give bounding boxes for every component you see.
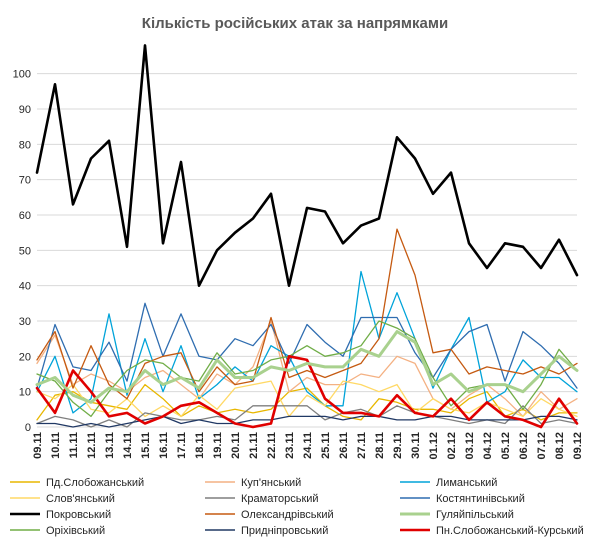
y-axis: 0 10 20 30 40 50 60 70 80 90 100 <box>13 69 31 434</box>
x-tick-label: 08.12 <box>554 432 566 460</box>
x-tick-label: 21.11 <box>248 432 260 459</box>
y-tick-label: 0 <box>25 422 31 434</box>
legend-label: Покровський <box>46 509 111 521</box>
x-tick-label: 28.11 <box>374 432 386 459</box>
x-tick-label: 01.12 <box>428 432 440 460</box>
x-tick-label: 04.12 <box>482 432 494 460</box>
x-tick-label: 06.12 <box>518 432 530 460</box>
legend-label: Куп'янський <box>241 477 301 489</box>
legend-label: Лиманський <box>436 477 497 489</box>
y-tick-label: 30 <box>19 316 31 328</box>
series-line-5 <box>36 302 578 389</box>
series-line-6 <box>35 44 579 288</box>
x-tick-label: 09.11 <box>32 432 44 459</box>
y-tick-label: 60 <box>19 210 31 222</box>
legend-label: Слов'янський <box>46 493 115 505</box>
y-tick-label: 90 <box>19 104 31 116</box>
x-tick-label: 13.11 <box>104 432 116 459</box>
x-tick-label: 11.11 <box>68 432 80 458</box>
x-tick-label: 16.11 <box>158 432 170 459</box>
legend-label: Краматорський <box>241 493 319 505</box>
y-tick-label: 40 <box>19 281 31 293</box>
x-tick-label: 17.11 <box>176 432 188 459</box>
legend-label: Костянтинівський <box>436 493 525 505</box>
plot-area <box>35 44 579 429</box>
x-tick-label: 12.11 <box>86 432 98 459</box>
x-axis: 09.11 10.11 11.11 12.11 13.11 14.11 15.11 16.11… <box>32 432 584 460</box>
x-tick-label: 09.12 <box>572 432 584 460</box>
x-tick-label: 30.11 <box>410 432 422 459</box>
legend-label: Оріхівський <box>46 525 105 537</box>
series-line-10 <box>36 415 578 428</box>
legend: Пд.Слобожанський Куп'янський Лиманський Сло… <box>10 477 584 537</box>
y-tick-label: 10 <box>19 387 31 399</box>
x-tick-label: 27.11 <box>356 432 368 459</box>
x-tick-label: 25.11 <box>320 432 332 459</box>
legend-label: Олександрівський <box>241 509 334 521</box>
series-line-8 <box>35 330 579 404</box>
x-tick-label: 29.11 <box>392 432 404 459</box>
legend-label: Придніпровський <box>241 525 328 537</box>
x-tick-label: 19.11 <box>212 432 224 459</box>
x-tick-label: 02.12 <box>446 432 458 460</box>
series-line-7 <box>36 228 578 400</box>
legend-label: Пд.Слобожанський <box>46 477 144 489</box>
x-tick-label: 23.11 <box>284 432 296 459</box>
legend-label: Гуляйпільський <box>436 509 514 521</box>
x-tick-label: 20.11 <box>230 432 242 459</box>
x-tick-label: 15.11 <box>140 432 152 459</box>
y-tick-label: 70 <box>19 175 31 187</box>
x-tick-label: 03.12 <box>464 432 476 460</box>
x-tick-label: 07.12 <box>536 432 548 460</box>
gridlines <box>37 73 577 428</box>
y-tick-label: 20 <box>19 351 31 363</box>
x-tick-label: 26.11 <box>338 432 350 459</box>
y-tick-label: 50 <box>19 245 31 257</box>
x-tick-label: 18.11 <box>194 432 206 459</box>
y-tick-label: 100 <box>13 69 31 81</box>
x-tick-label: 24.11 <box>302 432 314 459</box>
legend-label: Пн.Слобожанський-Курський <box>436 525 584 537</box>
x-tick-label: 10.11 <box>50 432 62 459</box>
series-line-0 <box>36 383 578 421</box>
x-tick-label: 05.12 <box>500 432 512 460</box>
chart-title: Кількість російських атак за напрямками <box>142 15 448 32</box>
series-line-11 <box>35 354 579 429</box>
y-tick-label: 80 <box>19 139 31 151</box>
x-tick-label: 22.11 <box>266 432 278 459</box>
x-tick-label: 14.11 <box>122 432 134 459</box>
